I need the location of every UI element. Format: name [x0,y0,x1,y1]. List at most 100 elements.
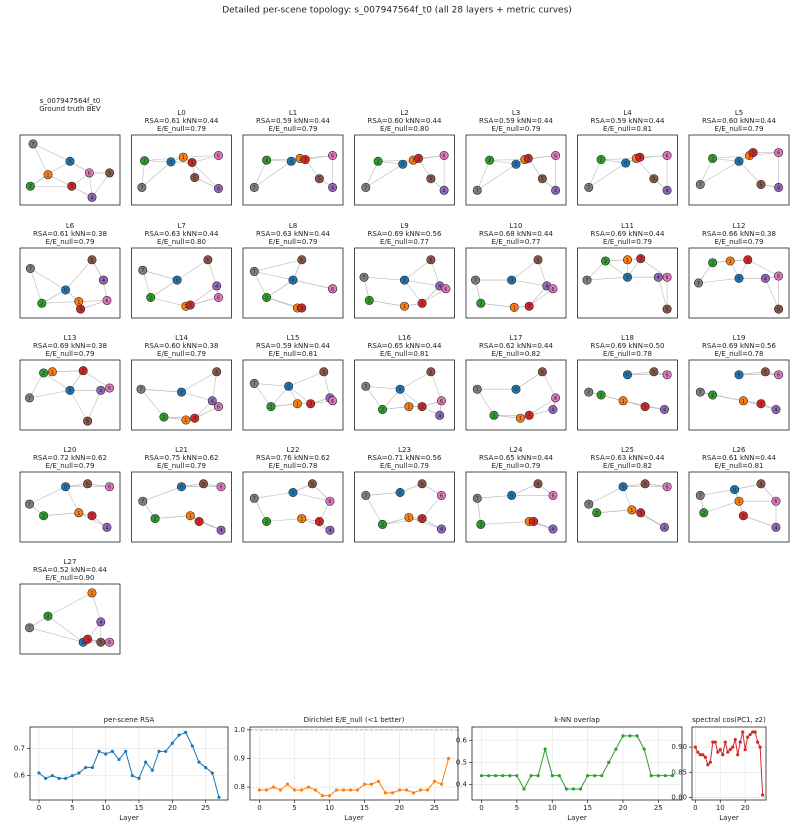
panel-metrics: RSA=0.72 kNN=0.62 [33,454,107,462]
node-label: 0 [169,160,172,166]
node [439,185,449,195]
node-label: 0 [399,491,402,497]
node-label: 0 [626,373,629,379]
point [753,730,757,734]
edge [743,515,777,528]
point [327,794,332,798]
edge [190,285,217,306]
panel-ee: E/E_null=0.79 [269,125,318,133]
node [328,284,338,294]
line [259,758,450,797]
panel-title: L18 [621,334,634,342]
point [733,737,737,742]
node-label: 0 [626,275,629,281]
node-label: 2 [488,158,491,164]
line [38,731,220,798]
x-tick-label: 5 [292,804,296,812]
point [44,776,48,780]
node [548,490,558,500]
node [328,151,338,161]
node-label: 1 [729,259,732,265]
node [436,490,446,500]
node [509,302,519,312]
node [618,396,628,406]
point [703,755,707,759]
node-label: 1 [300,517,303,523]
x-tick-label: 10 [101,804,110,812]
node [582,275,592,285]
node [621,158,631,168]
edge [150,279,178,298]
point [586,774,590,778]
point [628,734,632,738]
y-tick-label: 0.4 [456,781,468,789]
point [439,782,444,786]
node-label: 5 [311,482,314,488]
edge [30,268,43,304]
edge [489,159,525,161]
node-label: 7 [474,278,477,284]
node-label: 6 [666,275,669,281]
node [635,152,645,162]
node [734,156,744,166]
node-label: 3 [193,416,196,422]
node [96,385,106,395]
node-label: 1 [622,399,625,405]
panel-title: L24 [510,446,523,454]
edge [480,521,530,525]
chart-title: spectral cos(PC1, z2) [692,716,766,724]
plot-frame [249,726,459,801]
panel-metrics: RSA=0.63 kNN=0.44 [145,230,219,238]
node [314,174,324,184]
node-label: 6 [217,154,220,160]
edge [700,391,744,402]
panel-title: L27 [64,558,77,566]
point [635,734,639,738]
node [771,522,781,532]
node-label: 1 [182,155,185,161]
node-label: 7 [141,499,144,505]
node-label: 0 [180,390,183,396]
node [216,525,226,535]
node-label: 3 [189,303,192,309]
node-label: 5 [652,370,655,376]
node-label: 6 [217,405,220,411]
node-label: 4 [777,185,780,191]
node-label: 6 [443,154,446,160]
edge [588,162,626,188]
node-label: 3 [751,151,754,157]
edge [65,259,93,291]
panel-ee: E/E_null=0.79 [603,238,652,246]
panel-ee: E/E_null=0.82 [492,350,541,358]
point [299,788,304,792]
point [334,788,339,792]
node [774,304,784,314]
node-label: 7 [253,269,256,275]
node [105,482,115,492]
node-label: 5 [536,258,539,264]
x-tick-label: 10 [325,804,334,812]
node [25,499,35,509]
edge [191,162,219,189]
node [774,271,784,281]
edge [301,518,331,531]
point [320,794,325,798]
x-tick-label: 10 [548,804,557,812]
node-label: 6 [444,287,447,293]
node-label: 1 [519,416,522,422]
panel-frame [688,134,790,206]
node [584,387,594,397]
panel-ee: E/E_null=0.81 [603,125,652,133]
node [105,637,115,647]
edge [605,260,628,278]
node-label: 0 [180,485,183,491]
panel-title: L13 [64,334,77,342]
panel-title: L8 [289,222,297,230]
node-label: 2 [265,520,268,526]
panel-ee: E/E_null=0.79 [46,238,95,246]
node [262,516,272,526]
panel-title: L15 [287,334,300,342]
node-label: 0 [68,388,71,394]
edge [408,517,442,530]
edge [365,386,401,390]
